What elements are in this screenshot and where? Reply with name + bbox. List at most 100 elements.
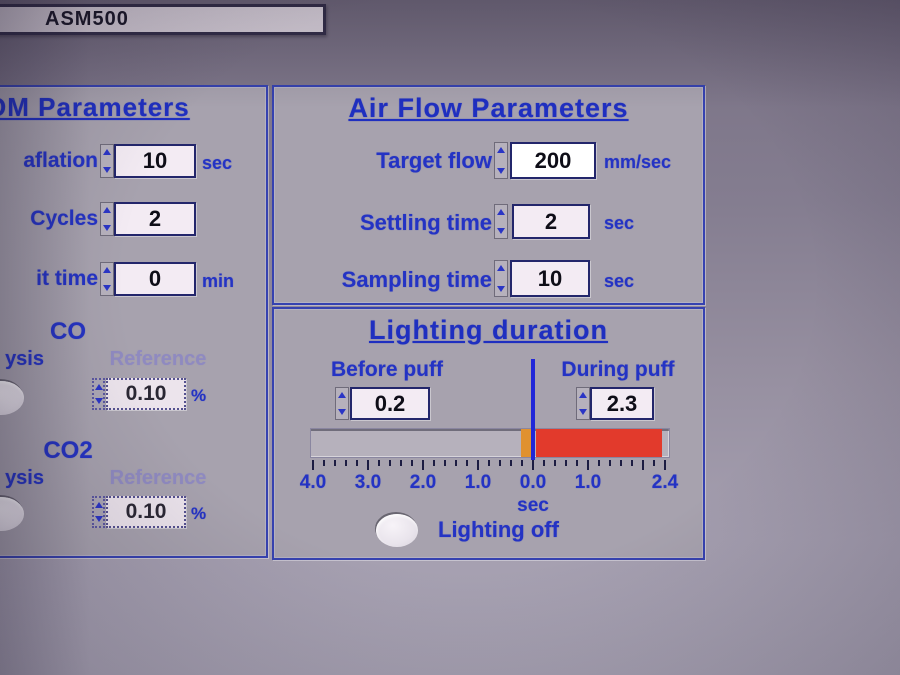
scale-tick: [565, 460, 567, 466]
stepper-down-icon[interactable]: [497, 228, 505, 234]
during-puff-label: During puff: [561, 358, 675, 381]
scale-tick: [532, 460, 534, 470]
stepper-down-icon[interactable]: [94, 398, 103, 404]
lighting-panel-title: Lighting duration: [369, 315, 608, 345]
co2-analysis-button[interactable]: [0, 497, 24, 531]
stepper-down-icon[interactable]: [338, 409, 346, 415]
target-flow-unit: mm/sec: [604, 152, 672, 172]
co-section-title: CO: [50, 318, 86, 345]
scale-tick: [367, 460, 369, 470]
scale-tick: [664, 460, 666, 470]
inflation-value-field[interactable]: 10: [114, 144, 196, 178]
settling-time-value-field[interactable]: 2: [512, 204, 590, 239]
scale-tick-label: 3.0: [354, 472, 382, 493]
scale-tick: [378, 460, 380, 466]
co2-reference-unit: %: [191, 504, 207, 523]
airflow-parameters-panel: Air Flow Parameters Target flow 200 mm/s…: [272, 85, 705, 305]
sampling-time-value-field[interactable]: 10: [510, 260, 590, 297]
scale-tick: [576, 460, 578, 466]
co-reference-value-field[interactable]: 0.10: [106, 378, 186, 410]
scale-tick: [609, 460, 611, 466]
sampling-time-stepper[interactable]: [494, 260, 508, 297]
inflation-stepper[interactable]: [100, 144, 114, 178]
co2-reference-stepper[interactable]: [92, 496, 105, 528]
stepper-up-icon[interactable]: [497, 209, 505, 215]
lighting-duration-slider[interactable]: [310, 428, 670, 458]
inflation-unit: sec: [202, 153, 233, 173]
scale-tick: [510, 460, 512, 466]
wait-time-value-field[interactable]: 0: [114, 262, 196, 296]
scale-tick: [598, 460, 600, 466]
before-puff-value-field[interactable]: 0.2: [350, 387, 430, 420]
scale-tick-label: 2.4: [651, 472, 679, 493]
scale-tick: [587, 460, 589, 470]
scale-tick: [356, 460, 358, 466]
co2-reference-value-field[interactable]: 0.10: [106, 496, 186, 528]
sampling-time-label: Sampling time: [341, 267, 492, 292]
stepper-up-icon[interactable]: [103, 207, 111, 213]
stepper-up-icon[interactable]: [579, 392, 587, 398]
scale-tick: [400, 460, 402, 466]
scale-tick: [433, 460, 435, 466]
airflow-panel-title: Air Flow Parameters: [348, 93, 629, 123]
puff-zero-marker-line: [531, 359, 535, 460]
wait-time-unit: min: [202, 271, 235, 291]
co-analysis-label: ysis: [5, 348, 44, 370]
during-puff-segment: [536, 429, 662, 457]
scale-tick: [422, 460, 424, 470]
wait-time-label: it time: [36, 267, 98, 290]
co-reference-unit: %: [191, 386, 207, 405]
scale-tick: [444, 460, 446, 466]
stepper-up-icon[interactable]: [94, 384, 103, 390]
scale-tick: [488, 460, 490, 466]
stepper-up-icon[interactable]: [338, 392, 346, 398]
target-flow-stepper[interactable]: [494, 142, 508, 179]
scale-tick: [499, 460, 501, 466]
scale-tick-label: 1.0: [574, 472, 602, 493]
stepper-down-icon[interactable]: [103, 167, 111, 173]
stepper-down-icon[interactable]: [94, 516, 103, 522]
scale-tick: [389, 460, 391, 466]
scale-tick-label: 1.0: [464, 472, 492, 493]
stepper-down-icon[interactable]: [497, 286, 505, 292]
stepper-up-icon[interactable]: [497, 265, 505, 271]
window-title: ASM500: [45, 8, 129, 30]
during-puff-value-field[interactable]: 2.3: [590, 387, 654, 420]
stepper-up-icon[interactable]: [94, 502, 103, 508]
scale-tick: [653, 460, 655, 466]
slider-tick-marks: [310, 460, 670, 472]
target-flow-value-field[interactable]: 200: [510, 142, 596, 179]
co-reference-label: Reference: [109, 348, 207, 370]
before-puff-stepper[interactable]: [335, 387, 349, 420]
lighting-off-button[interactable]: [376, 514, 418, 547]
pm-panel-title: OM Parameters: [0, 92, 190, 122]
stepper-up-icon[interactable]: [103, 267, 111, 273]
window-title-bar: ASM500: [0, 4, 326, 35]
co-reference-stepper[interactable]: [92, 378, 105, 410]
stepper-up-icon[interactable]: [497, 147, 505, 153]
scale-tick: [466, 460, 468, 466]
wait-time-stepper[interactable]: [100, 262, 114, 296]
scale-tick-label: 4.0: [299, 472, 327, 493]
sampling-time-unit: sec: [604, 271, 635, 291]
scale-tick-label: 0.0: [519, 472, 547, 493]
scale-unit-label: sec: [517, 495, 549, 516]
cycles-value-field[interactable]: 2: [114, 202, 196, 236]
settling-time-stepper[interactable]: [494, 204, 508, 239]
scale-tick: [554, 460, 556, 466]
cycles-stepper[interactable]: [100, 202, 114, 236]
during-puff-stepper[interactable]: [576, 387, 590, 420]
lighting-off-label: Lighting off: [438, 517, 559, 542]
stepper-down-icon[interactable]: [103, 225, 111, 231]
scale-tick-label: 2.0: [409, 472, 437, 493]
inflation-label: aflation: [23, 149, 98, 172]
stepper-up-icon[interactable]: [103, 149, 111, 155]
scale-tick: [323, 460, 325, 466]
settling-time-unit: sec: [604, 213, 635, 233]
co-analysis-button[interactable]: [0, 381, 24, 415]
stepper-down-icon[interactable]: [103, 285, 111, 291]
scale-tick: [543, 460, 545, 466]
stepper-down-icon[interactable]: [579, 409, 587, 415]
stepper-down-icon[interactable]: [497, 168, 505, 174]
pm-parameters-panel: OM Parameters aflation 10 sec Cycles 2 i…: [0, 85, 268, 558]
